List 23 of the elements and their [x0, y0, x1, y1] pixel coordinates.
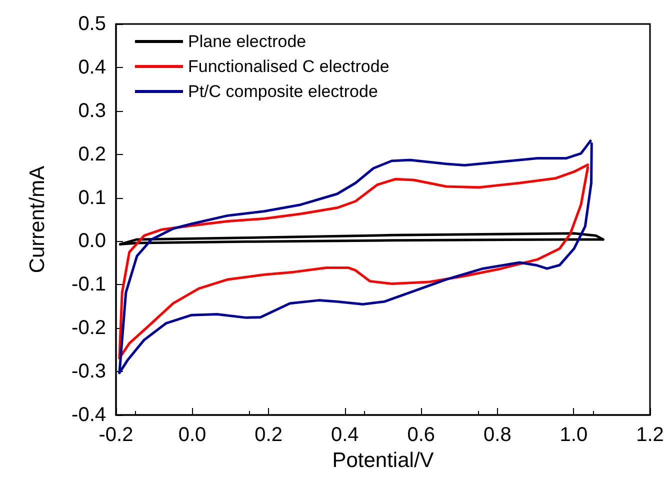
y-tick-label: 0.4: [78, 56, 106, 78]
x-tick-label: 0.8: [484, 424, 512, 446]
y-tick-label: 0.3: [78, 100, 106, 122]
y-tick-label: -0.3: [72, 360, 106, 383]
y-tick-label: 0.5: [78, 13, 106, 35]
x-tick-label: 0.0: [178, 424, 206, 446]
legend-label: Pt/C composite electrode: [188, 82, 378, 101]
legend-label: Plane electrode: [188, 32, 306, 51]
y-tick-label: -0.4: [72, 404, 106, 426]
y-tick-label: -0.2: [72, 317, 106, 340]
y-tick-label: 0.0: [78, 230, 106, 252]
y-tick-label: 0.2: [78, 143, 106, 166]
y-tick-label: -0.1: [72, 274, 106, 296]
x-tick-label: 1.2: [636, 424, 664, 446]
y-tick-label: 0.1: [78, 186, 106, 209]
y-axis-title: Current/mA: [26, 166, 49, 274]
x-tick-label: 1.0: [560, 424, 588, 446]
x-axis-title: Potential/V: [332, 448, 434, 472]
legend-label: Functionalised C electrode: [188, 57, 390, 76]
x-tick-label: 0.2: [254, 424, 282, 446]
x-tick-label: 0.4: [330, 424, 359, 446]
x-tick-label: -0.2: [98, 424, 134, 446]
x-tick-label: 0.6: [407, 424, 436, 446]
